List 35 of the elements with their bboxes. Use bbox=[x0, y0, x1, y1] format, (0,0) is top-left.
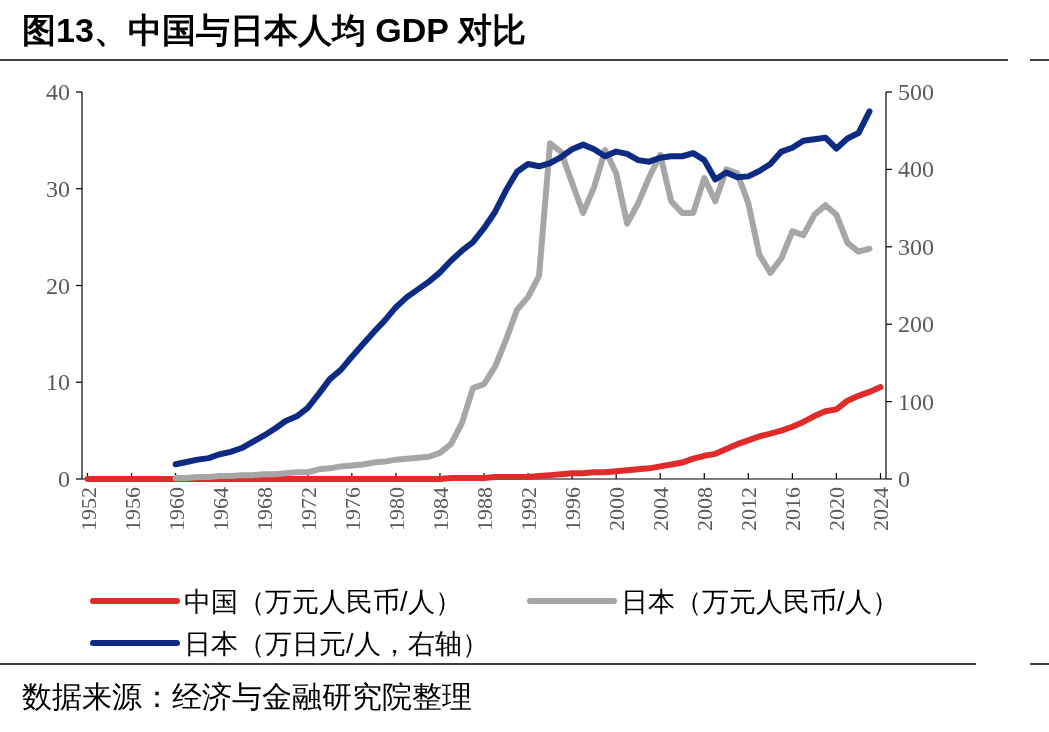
y-tick-label: 10 bbox=[46, 369, 70, 396]
y2-tick-label: 500 bbox=[898, 79, 934, 105]
x-tick-label: 1968 bbox=[251, 487, 277, 531]
title: 图13、中国与日本人均 GDP 对比 bbox=[22, 11, 526, 49]
y2-tick-label: 400 bbox=[898, 156, 934, 183]
x-tick-label: 1964 bbox=[207, 487, 233, 531]
x-tick-label: 1952 bbox=[75, 487, 101, 531]
y2-tick-label: 300 bbox=[898, 233, 934, 260]
legend-label: 中国（万元人民币/人） bbox=[184, 587, 462, 617]
x-tick-label: 1972 bbox=[295, 487, 321, 531]
source-note: 数据来源：经济与金融研究院整理 bbox=[22, 680, 472, 713]
y2-tick-label: 200 bbox=[898, 311, 934, 338]
x-tick-label: 1984 bbox=[427, 487, 453, 531]
x-tick-label: 2024 bbox=[868, 487, 894, 531]
x-tick-label: 1960 bbox=[163, 487, 189, 531]
legend-label: 日本（万日元/人，右轴） bbox=[184, 629, 489, 659]
y-tick-label: 0 bbox=[58, 466, 70, 492]
y2-tick-label: 100 bbox=[898, 388, 934, 415]
x-tick-label: 2008 bbox=[692, 487, 718, 531]
x-tick-label: 1992 bbox=[516, 487, 542, 531]
x-tick-label: 2020 bbox=[824, 487, 850, 531]
x-tick-label: 2004 bbox=[648, 487, 674, 531]
x-tick-label: 2012 bbox=[736, 487, 762, 531]
legend-label: 日本（万元人民币/人） bbox=[621, 587, 899, 617]
x-tick-label: 1988 bbox=[472, 487, 497, 531]
x-tick-label: 2000 bbox=[604, 487, 630, 531]
y-tick-label: 20 bbox=[46, 272, 70, 299]
x-tick-label: 1980 bbox=[383, 487, 409, 531]
x-tick-label: 2016 bbox=[780, 487, 806, 531]
y-tick-label: 40 bbox=[46, 79, 70, 105]
x-tick-label: 1976 bbox=[339, 487, 365, 531]
x-tick-label: 1956 bbox=[119, 487, 145, 531]
y2-tick-label: 0 bbox=[898, 466, 910, 492]
x-tick-label: 1996 bbox=[560, 487, 586, 531]
y-tick-label: 30 bbox=[46, 175, 70, 202]
